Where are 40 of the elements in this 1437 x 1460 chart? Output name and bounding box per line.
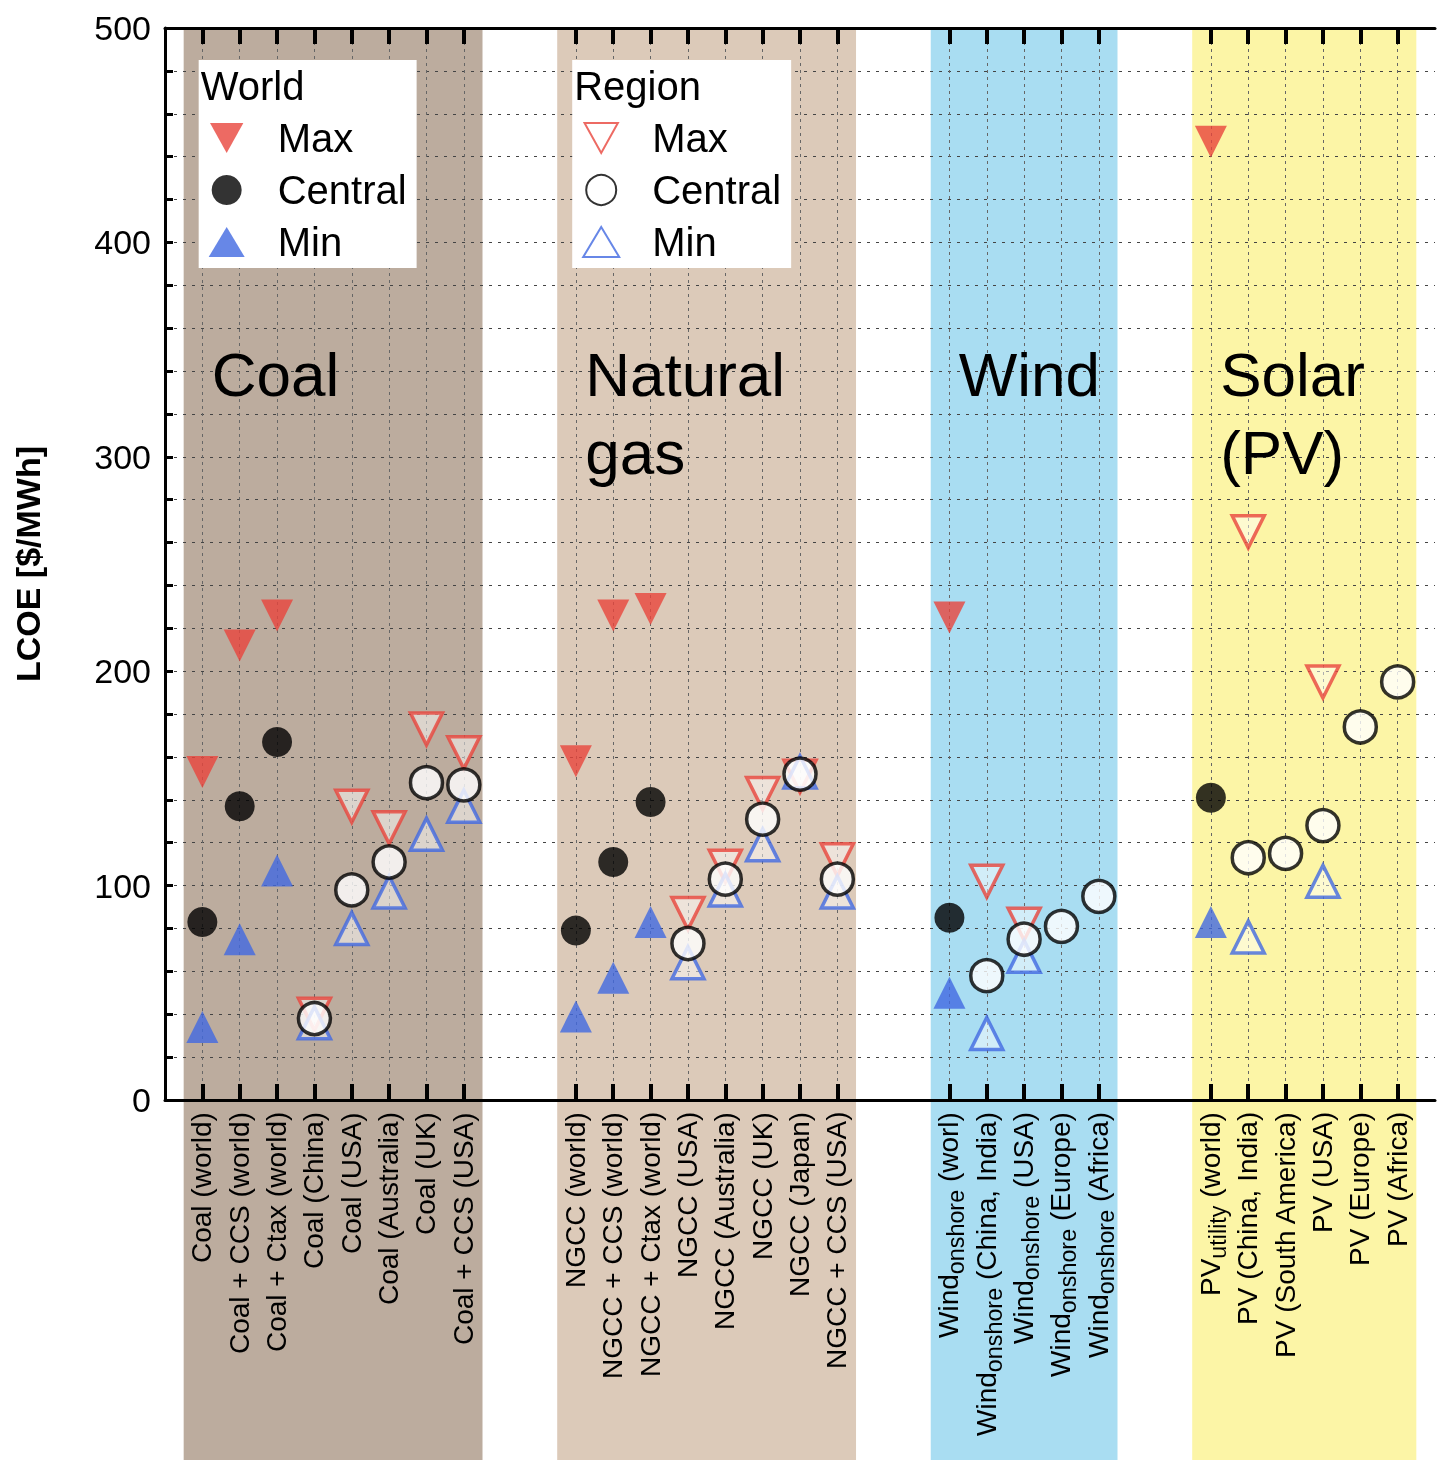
y-tick-label: 0 bbox=[132, 1081, 151, 1119]
x-tick-label: NGCC (Australia) bbox=[708, 1112, 742, 1332]
band-label: Solar (PV) bbox=[1220, 339, 1383, 487]
text: Region bbox=[574, 64, 701, 108]
band-label: Coal bbox=[211, 339, 340, 409]
x-tick-label: PV (USA) bbox=[1305, 1112, 1339, 1236]
y-tick-label: 100 bbox=[94, 866, 151, 905]
x-tick-label: NGCC + CCS (USA) bbox=[820, 1112, 854, 1372]
x-tick-label: PV (Africa) bbox=[1380, 1112, 1414, 1250]
x-tick-label: Coal (world) bbox=[185, 1112, 219, 1265]
legend-label: Central bbox=[652, 168, 782, 212]
x-tick-label: Coal (Australia) bbox=[372, 1112, 406, 1307]
x-tick-label: NGCC (USA) bbox=[670, 1112, 704, 1281]
y-tick-label: 400 bbox=[94, 223, 151, 262]
legend-label: Min bbox=[277, 220, 343, 264]
x-tick-label: PV (South America) bbox=[1268, 1112, 1302, 1360]
x-tick-label: Coal + CCS (world) bbox=[222, 1112, 256, 1356]
x-tick-label: NGCC + Ctax (world) bbox=[633, 1112, 667, 1380]
x-tick-label: Coal (UK) bbox=[409, 1112, 443, 1237]
x-tick-label: PV (China, India) bbox=[1231, 1112, 1265, 1328]
x-tick-label: Coal (USA) bbox=[334, 1112, 368, 1256]
x-tick-label: Coal (China) bbox=[297, 1112, 331, 1272]
x-tick-label: PV (Europe) bbox=[1343, 1112, 1377, 1269]
x-tick-label: Coal + CCS (USA) bbox=[446, 1112, 480, 1347]
x-tick-label: Coal + Ctax (world) bbox=[260, 1112, 294, 1355]
legend-label: Max bbox=[277, 116, 354, 160]
text: World bbox=[200, 64, 305, 108]
legend-label: Central bbox=[277, 168, 407, 212]
y-tick-label: 500 bbox=[94, 9, 151, 47]
legend-label: Min bbox=[652, 220, 717, 264]
x-tick-label: NGCC + CCS (world) bbox=[596, 1112, 630, 1381]
x-tick-label: NGCC (Japan) bbox=[783, 1112, 816, 1300]
y-tick-label: 300 bbox=[94, 437, 151, 476]
x-tick-label: NGCC (UK) bbox=[745, 1112, 779, 1262]
band-label: Wind bbox=[958, 339, 1100, 409]
band-label: Natural gas bbox=[585, 339, 803, 487]
y-tick-label: 200 bbox=[94, 652, 151, 691]
x-tick-label: NGCC (world) bbox=[558, 1112, 592, 1290]
y-axis-title: LCOE [$/MWh] bbox=[9, 445, 47, 683]
legend-label: Max bbox=[652, 116, 728, 160]
